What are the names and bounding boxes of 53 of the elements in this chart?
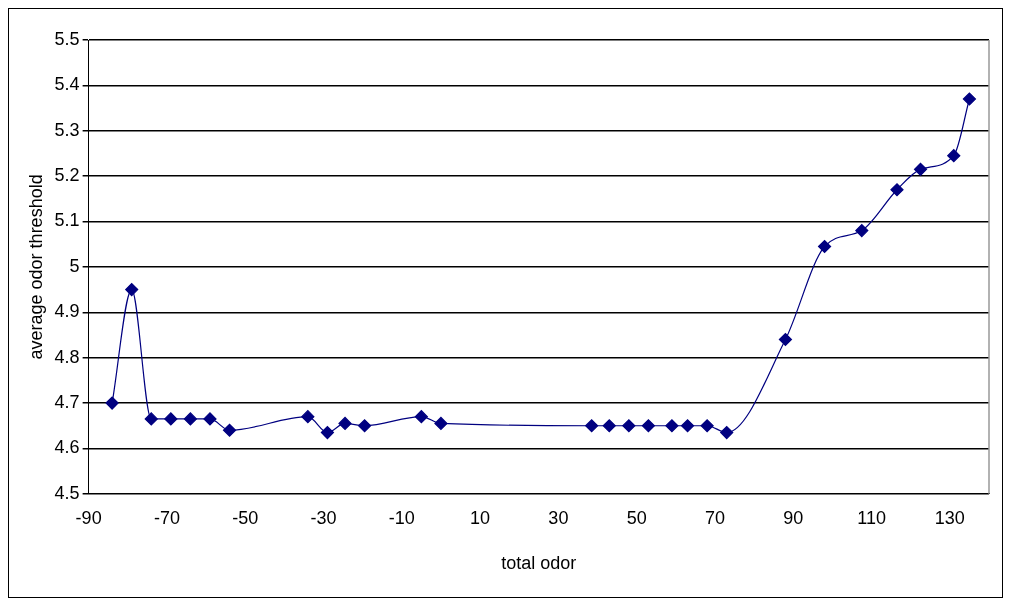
point bbox=[164, 412, 178, 426]
point bbox=[203, 412, 217, 426]
x-tick-label: 50 bbox=[626, 507, 647, 528]
point bbox=[222, 423, 237, 437]
point bbox=[183, 412, 197, 426]
y-tick-label: 5.3 bbox=[54, 119, 80, 140]
point bbox=[125, 282, 139, 297]
x-axis-title: total odor bbox=[501, 553, 577, 574]
y-tick-label: 5 bbox=[69, 255, 80, 276]
x-tick-label: -30 bbox=[310, 507, 337, 528]
y-tick-label: 4.8 bbox=[54, 346, 80, 367]
y-tick-label: 4.5 bbox=[54, 482, 80, 503]
y-tick-label: 5.4 bbox=[54, 74, 80, 95]
x-tick-label: 10 bbox=[470, 507, 491, 528]
point bbox=[602, 419, 616, 433]
point bbox=[913, 162, 928, 176]
point bbox=[680, 419, 695, 433]
point bbox=[585, 419, 599, 433]
x-tick-label: -10 bbox=[388, 507, 415, 528]
point bbox=[665, 419, 679, 433]
point bbox=[434, 416, 448, 431]
y-tick-label: 5.5 bbox=[54, 28, 80, 49]
x-tick-label: -70 bbox=[153, 507, 180, 528]
point bbox=[720, 425, 734, 440]
point bbox=[144, 412, 158, 426]
point bbox=[817, 239, 832, 254]
x-tick-label: 90 bbox=[783, 507, 804, 528]
point bbox=[947, 149, 961, 163]
point bbox=[700, 419, 714, 433]
point bbox=[338, 416, 352, 431]
y-tick-label: 5.1 bbox=[54, 210, 80, 231]
point bbox=[105, 396, 119, 410]
y-axis-title: average odor threshold bbox=[25, 174, 46, 360]
point bbox=[358, 419, 372, 433]
x-tick-label: -90 bbox=[75, 507, 102, 528]
point bbox=[890, 183, 904, 197]
x-tick-label: -50 bbox=[232, 507, 259, 528]
x-tick-label: 130 bbox=[934, 507, 965, 528]
point bbox=[641, 419, 656, 433]
x-tick-label: 70 bbox=[704, 507, 725, 528]
y-tick-label: 4.7 bbox=[54, 392, 80, 413]
y-tick-label: 4.9 bbox=[54, 301, 80, 322]
y-tick-label: 5.2 bbox=[54, 165, 80, 186]
point bbox=[962, 92, 977, 106]
point bbox=[622, 419, 636, 433]
point bbox=[414, 410, 428, 424]
point bbox=[301, 410, 315, 424]
point bbox=[320, 425, 335, 440]
y-tick-label: 4.6 bbox=[54, 437, 80, 458]
x-tick-label: 30 bbox=[548, 507, 569, 528]
point bbox=[778, 332, 793, 347]
point bbox=[855, 224, 869, 238]
x-tick-label: 110 bbox=[857, 507, 886, 528]
